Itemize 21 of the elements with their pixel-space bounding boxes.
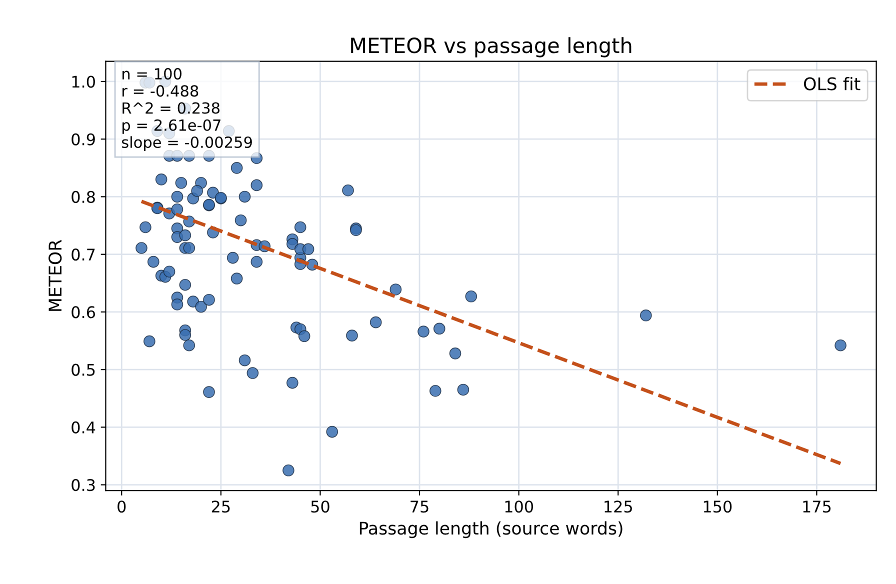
y-tick-label: 0.5 (72, 364, 95, 376)
x-tick-label: 150 (704, 500, 732, 513)
x-axis-title: Passage length (source words) (360, 521, 622, 538)
x-tick-label: 75 (410, 500, 428, 513)
x-tick-label: 175 (803, 500, 831, 513)
y-tick-label: 0.9 (72, 133, 95, 146)
annotation: n = 100 r = -0.488 R^2 = 0.238 p = 2.61e-07 slope = -0.00259 (122, 68, 252, 151)
y-tick-label: 0.3 (72, 479, 95, 492)
y-tick-label: 0.4 (72, 421, 96, 434)
y-tick-label: 1.0 (72, 76, 95, 88)
legend-label: OLS fit (804, 76, 860, 90)
y-tick-label: 0.6 (72, 306, 95, 318)
x-tick-label: 100 (505, 500, 533, 513)
x-tick-label: 0 (118, 500, 126, 513)
x-tick-label: 25 (212, 500, 230, 513)
x-tick-label: 125 (604, 500, 632, 513)
x-tick-label: 50 (311, 500, 330, 513)
y-tick-label: 0.8 (72, 190, 95, 204)
y-axis-title: METEOR (48, 240, 62, 311)
y-tick-label: 0.7 (72, 248, 95, 261)
chart-title: METEOR vs passage length (351, 37, 632, 58)
